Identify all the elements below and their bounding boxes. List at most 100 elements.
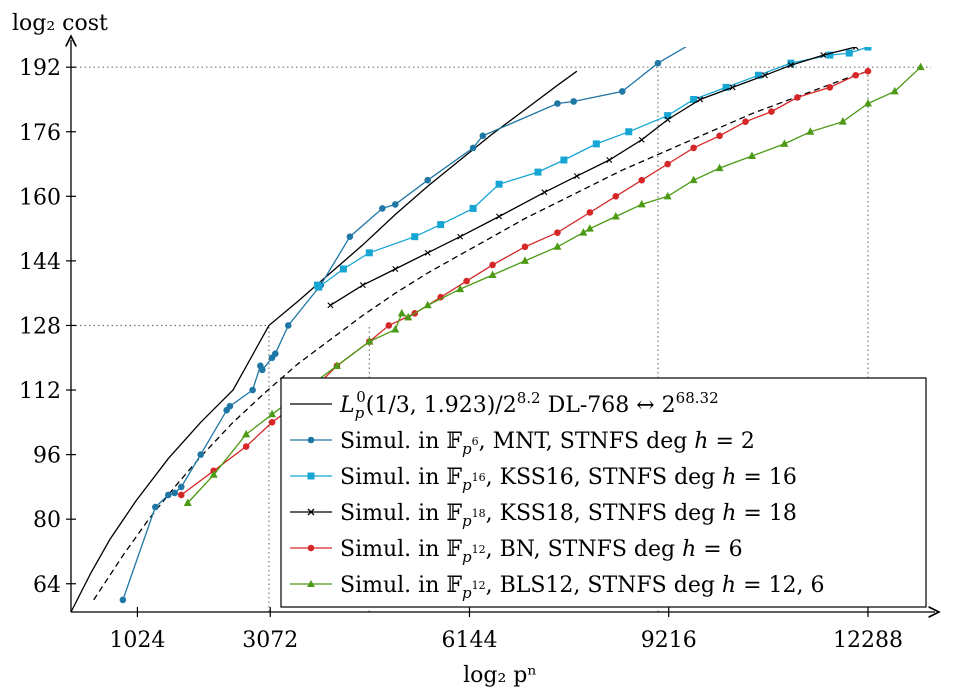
series-4-point-16 (852, 47, 859, 50)
series-4-point-10 (664, 116, 671, 123)
legend-label-4: Simul. in 𝔽p12, BN, STNFS deg h = 6 (340, 537, 743, 566)
series-3-point-13 (690, 95, 698, 103)
series-2-point-4 (177, 483, 185, 491)
series-4-point-12 (729, 84, 736, 91)
series-3-point-16 (787, 59, 795, 67)
series-5-point-13 (554, 229, 561, 236)
series-4-point-11 (697, 96, 704, 103)
series-6-point-17 (611, 212, 620, 220)
series-6-point-22 (747, 151, 756, 159)
legend-marker-2 (307, 472, 315, 480)
series-6-point-5 (332, 361, 341, 369)
legend-entry-2: Simul. in 𝔽p16, KSS16, STNFS deg h = 16 (290, 465, 797, 494)
series-5-point-10 (463, 277, 470, 285)
legend-entry-5: Simul. in 𝔽p12, BLS12, STNFS deg h = 12,… (290, 573, 825, 602)
series-group (71, 47, 925, 612)
series-3-point-10 (592, 140, 600, 148)
series-5-point-19 (716, 132, 723, 140)
legend-marker-1 (307, 436, 315, 444)
series-3-point-17 (826, 51, 834, 59)
series-3-point-8 (534, 168, 542, 176)
series-4-point-3 (424, 249, 431, 256)
series-5-point-7 (385, 322, 393, 329)
series-6-point-2 (242, 429, 251, 438)
series-3-point-4 (411, 233, 419, 241)
legend-label-0: Lp0(1/3, 1.923)/28.2 DL-768 ↔ 268.32 (339, 388, 719, 422)
series-2-point-8 (249, 386, 256, 394)
y-tick-label-7: 176 (19, 121, 61, 146)
series-5-point-18 (690, 144, 697, 152)
series-2-point-24 (654, 59, 662, 67)
y-tick-label-3: 112 (19, 379, 61, 404)
series-2-point-20 (479, 132, 487, 140)
series-3-point-11 (625, 128, 633, 136)
legend-label-1: Simul. in 𝔽p6, MNT, STNFS deg h = 2 (340, 429, 755, 458)
series-6-point-24 (806, 127, 815, 135)
series-6-point-1 (209, 470, 218, 478)
series-5-point-3 (268, 419, 276, 426)
series-6-point-25 (838, 117, 847, 125)
series-3-point-6 (469, 204, 477, 212)
y-axis-label: log₂ cost (12, 11, 108, 36)
series-5-point-2 (242, 443, 250, 450)
series-5-point-11 (489, 261, 496, 269)
legend-entry-1: Simul. in 𝔽p6, MNT, STNFS deg h = 2 (290, 429, 755, 458)
y-ticks: 64 80 96 112 128 144 160 176 192 (19, 56, 76, 598)
legend-label-2: Simul. in 𝔽p16, KSS16, STNFS deg h = 16 (340, 465, 797, 494)
series-6-point-23 (780, 139, 789, 147)
series-5-point-0 (177, 491, 185, 499)
series-6-point-15 (579, 228, 588, 236)
x-ticks: 1024 3072 6144 9216 12288 (109, 607, 903, 653)
series-2-point-16 (379, 205, 386, 212)
series-2-point-10 (259, 366, 266, 374)
y-tick-label-8: 192 (19, 56, 61, 81)
series-4-point-13 (761, 72, 768, 79)
legend-marker-5 (307, 580, 315, 587)
series-line-3 (316, 47, 869, 289)
series-2-point-3 (171, 489, 179, 497)
series-6-point-12 (488, 270, 497, 279)
series-4-point-4 (457, 233, 464, 240)
series-6-point-21 (715, 163, 724, 172)
series-2-point-7 (226, 402, 234, 410)
series-4-point-14 (787, 62, 794, 69)
series-5-point-12 (521, 243, 529, 251)
series-6-point-0 (183, 498, 192, 507)
series-3-point-12 (664, 112, 672, 120)
x-axis-label: log₂ pⁿ (463, 663, 537, 688)
series-6-point-20 (689, 175, 698, 184)
series-6-point-26 (863, 99, 872, 107)
y-tick-label-4: 128 (19, 314, 61, 339)
series-5-point-16 (638, 176, 646, 184)
series-3-point-19 (864, 47, 872, 51)
series-5-point-21 (768, 108, 775, 115)
series-2-point-12 (271, 350, 279, 358)
series-2-point-18 (424, 176, 432, 184)
series-4-point-8 (606, 157, 613, 163)
series-6-point-16 (585, 224, 594, 232)
series-3-point-1 (315, 283, 323, 291)
series-6-point-18 (637, 199, 646, 208)
x-tick-label-0: 1024 (109, 628, 165, 653)
series-2-point-1 (152, 503, 159, 511)
series-2-point-22 (570, 98, 577, 105)
legend-entry-0: Lp0(1/3, 1.923)/28.2 DL-768 ↔ 268.32 (290, 388, 719, 422)
series-4-point-1 (359, 282, 366, 289)
y-tick-label-1: 80 (33, 508, 61, 533)
series-4-point-6 (541, 189, 548, 196)
series-4-point-5 (496, 213, 503, 220)
series-2-point-0 (119, 596, 127, 604)
y-tick-label-5: 144 (19, 250, 61, 275)
series-2-point-17 (391, 201, 399, 208)
series-5-point-25 (864, 67, 872, 75)
series-line-4 (330, 47, 856, 306)
series-5-point-15 (612, 193, 620, 200)
series-6-point-28 (916, 62, 925, 71)
series-3-point-15 (754, 71, 762, 79)
series-2-point-5 (197, 451, 205, 458)
series-4-point-9 (638, 136, 645, 143)
series-5-point-22 (794, 94, 801, 101)
series-3-point-5 (437, 221, 445, 229)
x-tick-label-1: 3072 (242, 628, 298, 653)
